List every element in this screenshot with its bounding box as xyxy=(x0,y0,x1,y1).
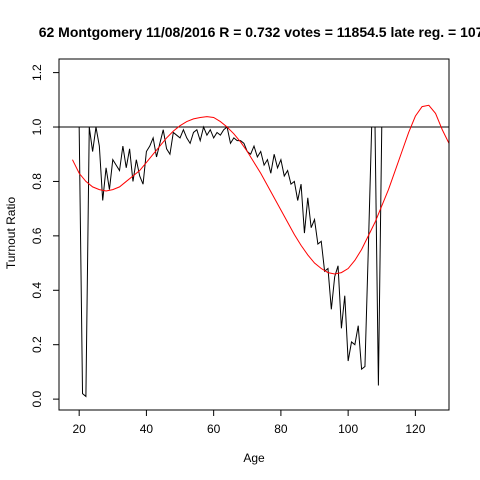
y-axis: 0.0 0.2 0.4 0.6 0.8 1.0 1.2 xyxy=(30,64,60,407)
y-tick-label: 0.0 xyxy=(30,390,44,407)
chart-title: 62 Montgomery 11/08/2016 R = 0.732 votes… xyxy=(39,24,480,40)
y-tick-label: 0.6 xyxy=(30,227,44,244)
x-tick-label: 60 xyxy=(207,422,221,436)
x-tick-label: 120 xyxy=(405,422,425,436)
y-tick-label: 0.8 xyxy=(30,173,44,190)
x-axis: 20 40 60 80 100 120 xyxy=(72,409,426,436)
y-tick-label: 1.0 xyxy=(30,118,44,135)
y-tick-label: 0.2 xyxy=(30,336,44,353)
x-tick-label: 100 xyxy=(338,422,358,436)
y-axis-label: Turnout Ratio xyxy=(4,197,18,270)
plot-area xyxy=(59,104,449,398)
y-tick-label: 1.2 xyxy=(30,64,44,81)
y-tick-label: 0.4 xyxy=(30,282,44,299)
x-axis-label: Age xyxy=(243,451,265,465)
x-tick-label: 40 xyxy=(140,422,154,436)
x-tick-label: 20 xyxy=(72,422,86,436)
x-tick-label: 80 xyxy=(274,422,288,436)
series-line-fitted xyxy=(72,104,449,275)
